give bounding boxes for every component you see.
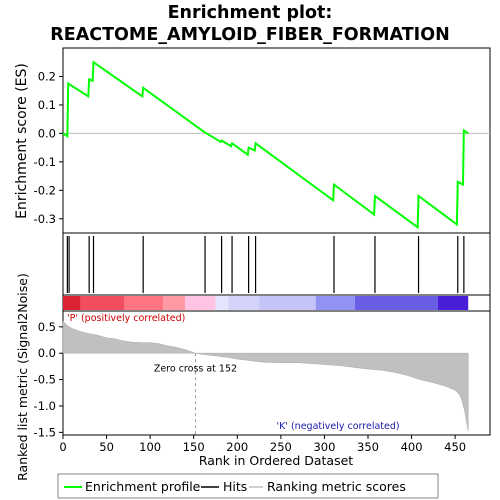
colorbar-segment [80, 296, 124, 310]
metric-y-tick-label: -0.5 [34, 373, 56, 387]
es-curve [62, 60, 469, 230]
hits-panel-frame [62, 232, 491, 296]
colorbar-segment [228, 296, 260, 310]
x-tick-label: 400 [401, 440, 423, 454]
metric-y-tick-label: -1.5 [34, 425, 56, 439]
x-tick-label: 50 [99, 440, 114, 454]
colorbar-segment [124, 296, 164, 310]
colorbar-segment [315, 296, 355, 310]
x-axis-label: Rank in Ordered Dataset [199, 453, 353, 468]
colorbar-panel [62, 294, 491, 312]
x-tick-label: 0 [59, 440, 66, 454]
x-tick-label: 300 [313, 440, 335, 454]
x-tick-label: 100 [139, 440, 161, 454]
legend: Enrichment profile Hits Ranking metric s… [57, 473, 439, 499]
colorbar-segment [437, 296, 469, 310]
x-tick-label: 200 [226, 440, 248, 454]
colorbar-segments [63, 296, 469, 310]
legend-ranking-label: Ranking metric scores [267, 479, 406, 494]
legend-enrichment-label: Enrichment profile [85, 479, 201, 494]
zero-cross-label: Zero cross at 152 [154, 364, 237, 375]
colorbar-segment [63, 296, 81, 310]
metric-panel: Zero cross at 152 'P' (positively correl… [34, 310, 491, 439]
x-tick-label: 150 [183, 440, 205, 454]
metric-y-tick-label: 0.5 [38, 320, 56, 334]
legend-hits-label: Hits [223, 479, 247, 494]
colorbar-segment [163, 296, 185, 310]
es-panel: -0.3 -0.2 -0.1 0.0 0.1 0.2 [34, 47, 491, 234]
metric-area [62, 320, 469, 431]
es-y-tick-label: 0.0 [38, 126, 56, 140]
metric-y-tick-label: 0.0 [38, 346, 56, 360]
colorbar-segment [259, 296, 316, 310]
es-y-axis-label: Enrichment score (ES) [14, 63, 30, 219]
positive-correlation-label: 'P' (positively correlated) [67, 313, 185, 324]
x-ticks: 0 50 100 150 200 250 300 350 400 450 [59, 435, 466, 454]
es-y-tick-label: 0.1 [38, 98, 56, 112]
chart-title-line2: REACTOME_AMYLOID_FIBER_FORMATION [50, 25, 449, 45]
x-tick-label: 250 [270, 440, 292, 454]
es-y-tick-label: -0.3 [34, 212, 56, 226]
metric-y-ticks: -1.5 -1.0 -0.5 0.0 0.5 [34, 320, 63, 439]
colorbar-segment [215, 296, 229, 310]
colorbar-segment [354, 296, 438, 310]
es-panel-frame [62, 47, 491, 234]
metric-y-axis-label: Ranked list metric (Signal2Noise) [15, 273, 30, 481]
es-y-tick-label: 0.2 [38, 69, 56, 83]
colorbar-segment [185, 296, 216, 310]
hits-panel [62, 232, 491, 296]
chart-title-line1: Enrichment plot: [168, 3, 333, 23]
hit-lines [66, 236, 465, 293]
negative-correlation-label: 'K' (negatively correlated) [277, 421, 400, 432]
es-y-tick-label: -0.1 [34, 155, 56, 169]
x-tick-label: 450 [444, 440, 466, 454]
es-y-ticks: -0.3 -0.2 -0.1 0.0 0.1 0.2 [34, 69, 63, 226]
metric-y-tick-label: -1.0 [34, 399, 56, 413]
x-tick-label: 350 [357, 440, 379, 454]
es-y-tick-label: -0.2 [34, 183, 56, 197]
legend-frame [57, 473, 439, 499]
